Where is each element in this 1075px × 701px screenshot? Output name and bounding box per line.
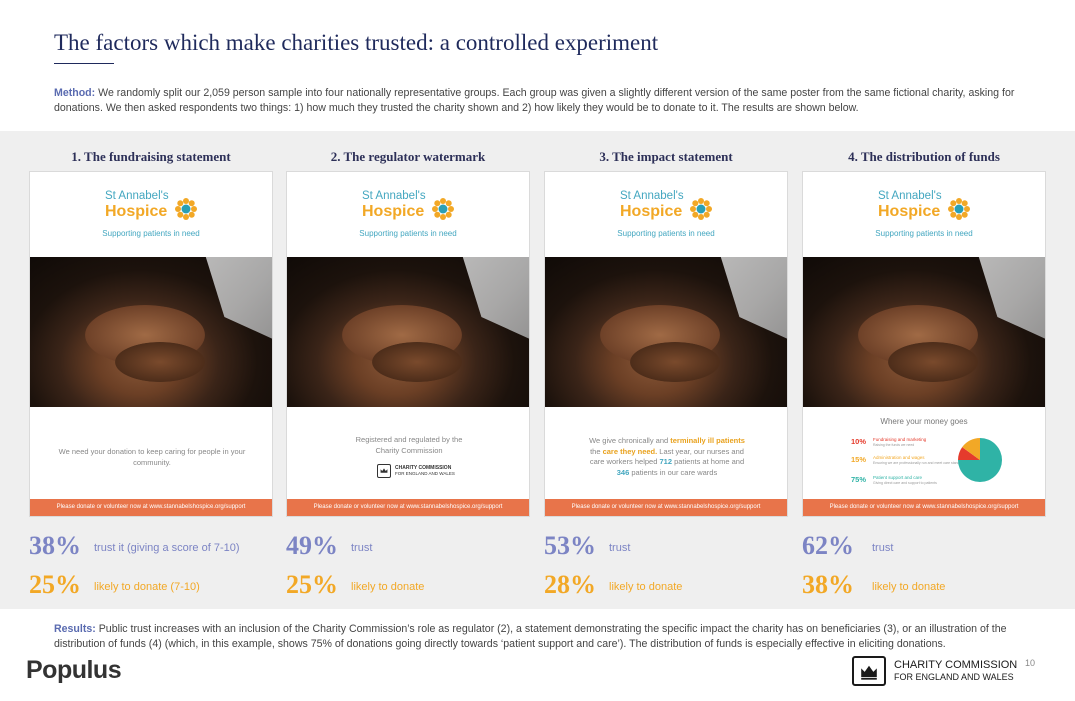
sunflower-icon xyxy=(175,198,197,220)
poster: St Annabel's Hospice Supporting patients… xyxy=(802,171,1046,517)
watermark-line2: FOR ENGLAND AND WALES xyxy=(395,471,455,476)
column-regulator: 2. The regulator watermark St Annabel's … xyxy=(286,131,530,609)
column-heading: 2. The regulator watermark xyxy=(330,149,486,164)
pie-slice-1 xyxy=(962,438,980,460)
poster-footer: Please donate or volunteer now at www.st… xyxy=(287,499,529,516)
donate-stat: 25% likely to donate (7-10) xyxy=(29,570,299,600)
logo-name-line1: St Annabel's xyxy=(362,190,426,202)
hospice-logo: St Annabel's Hospice xyxy=(545,190,787,230)
donate-label: likely to donate xyxy=(351,581,425,593)
poster: St Annabel's Hospice Supporting patients… xyxy=(544,171,788,517)
logo-name-line2: Hospice xyxy=(620,203,683,220)
poster-message: We give chronically and terminally ill p… xyxy=(589,436,745,477)
hospice-logo: St Annabel's Hospice xyxy=(30,190,272,230)
poster-body: Registered and regulated by the Charity … xyxy=(287,407,529,501)
method-lead: Method: xyxy=(54,87,96,99)
results-lead: Results: xyxy=(54,623,96,635)
charity-commission-logo: CHARITY COMMISSION FOR ENGLAND AND WALES xyxy=(852,656,1022,688)
trust-percent: 38% xyxy=(29,531,81,560)
pie-slice-0 xyxy=(958,447,980,460)
donate-label: likely to donate xyxy=(609,581,683,593)
poster-message: We need your donation to keep caring for… xyxy=(58,447,246,467)
page-title: The factors which make charities trusted… xyxy=(54,30,659,55)
donate-label: likely to donate xyxy=(872,581,946,593)
hands-photo xyxy=(803,257,1045,407)
poster-body: We give chronically and terminally ill p… xyxy=(545,407,787,501)
trust-label: trust xyxy=(609,542,631,554)
column-impact: 3. The impact statement St Annabel's Hos… xyxy=(544,131,788,609)
watermark-line1: CHARITY COMMISSION xyxy=(395,465,452,471)
poster-tagline: Supporting patients in need xyxy=(359,229,457,238)
column-fundraising: 1. The fundraising statement St Annabel'… xyxy=(29,131,273,609)
sunflower-icon xyxy=(948,198,970,220)
poster-tagline: Supporting patients in need xyxy=(102,229,200,238)
donate-percent: 38% xyxy=(802,570,854,599)
title-underline xyxy=(54,63,114,64)
logo-name-line1: St Annabel's xyxy=(620,190,684,202)
donate-stat: 25% likely to donate xyxy=(286,570,556,600)
trust-percent: 49% xyxy=(286,531,338,560)
poster: St Annabel's Hospice Supporting patients… xyxy=(29,171,273,517)
donate-stat: 38% likely to donate xyxy=(802,570,1072,600)
trust-label: trust it (giving a score of 7-10) xyxy=(94,542,240,554)
method-paragraph: Method: We randomly split our 2,059 pers… xyxy=(54,86,1029,116)
trust-stat: 53% trust xyxy=(544,531,814,561)
donate-percent: 25% xyxy=(286,570,338,599)
donate-stat: 28% likely to donate xyxy=(544,570,814,600)
hands-photo xyxy=(545,257,787,407)
populus-logo: Populus xyxy=(26,656,122,684)
poster-footer: Please donate or volunteer now at www.st… xyxy=(30,499,272,516)
column-heading: 4. The distribution of funds xyxy=(848,149,1000,164)
poster-body: Where your money goes 10% Fundraising an… xyxy=(803,407,1045,501)
regulator-watermark: CHARITY COMMISSION FOR ENGLAND AND WALES xyxy=(377,464,455,480)
sunflower-icon xyxy=(432,198,454,220)
column-heading: 3. The impact statement xyxy=(599,149,733,164)
column-heading: 1. The fundraising statement xyxy=(71,149,231,164)
poster-footer: Please donate or volunteer now at www.st… xyxy=(803,499,1045,516)
trust-label: trust xyxy=(351,542,373,554)
logo-name-line1: St Annabel's xyxy=(878,190,942,202)
pie-slice-2 xyxy=(958,438,1002,482)
cc-logo-line2: FOR ENGLAND AND WALES xyxy=(894,672,1014,682)
funds-heading: Where your money goes xyxy=(880,417,968,426)
funds-pie-chart xyxy=(958,438,1002,482)
poster-tagline: Supporting patients in need xyxy=(617,229,715,238)
poster-message: Registered and regulated by the Charity … xyxy=(355,435,463,455)
hands-photo xyxy=(287,257,529,407)
hands-photo xyxy=(30,257,272,407)
hospice-logo: St Annabel's Hospice xyxy=(287,190,529,230)
method-text: We randomly split our 2,059 person sampl… xyxy=(54,87,1015,114)
poster-body: We need your donation to keep caring for… xyxy=(30,407,272,501)
page-number: 10 xyxy=(1025,658,1036,668)
poster: St Annabel's Hospice Supporting patients… xyxy=(286,171,530,517)
sunflower-icon xyxy=(690,198,712,220)
donate-label: likely to donate (7-10) xyxy=(94,581,200,593)
results-paragraph: Results: Public trust increases with an … xyxy=(54,622,1034,652)
logo-name-line2: Hospice xyxy=(878,203,941,220)
trust-label: trust xyxy=(872,542,894,554)
logo-name-line1: St Annabel's xyxy=(105,190,169,202)
hospice-logo: St Annabel's Hospice xyxy=(803,190,1045,230)
trust-stat: 62% trust xyxy=(802,531,1072,561)
donate-percent: 28% xyxy=(544,570,596,599)
column-distribution: 4. The distribution of funds St Annabel'… xyxy=(802,131,1046,609)
donate-percent: 25% xyxy=(29,570,81,599)
trust-percent: 62% xyxy=(802,531,854,560)
cc-logo-line1: CHARITY COMMISSION xyxy=(894,659,1018,671)
results-text: Public trust increases with an inclusion… xyxy=(54,623,1007,650)
poster-footer: Please donate or volunteer now at www.st… xyxy=(545,499,787,516)
logo-name-line2: Hospice xyxy=(362,203,425,220)
crown-crest-icon xyxy=(852,656,886,686)
poster-tagline: Supporting patients in need xyxy=(875,229,973,238)
logo-name-line2: Hospice xyxy=(105,203,168,220)
trust-stat: 49% trust xyxy=(286,531,556,561)
crown-crest-icon xyxy=(377,464,391,478)
trust-percent: 53% xyxy=(544,531,596,560)
trust-stat: 38% trust it (giving a score of 7-10) xyxy=(29,531,299,561)
